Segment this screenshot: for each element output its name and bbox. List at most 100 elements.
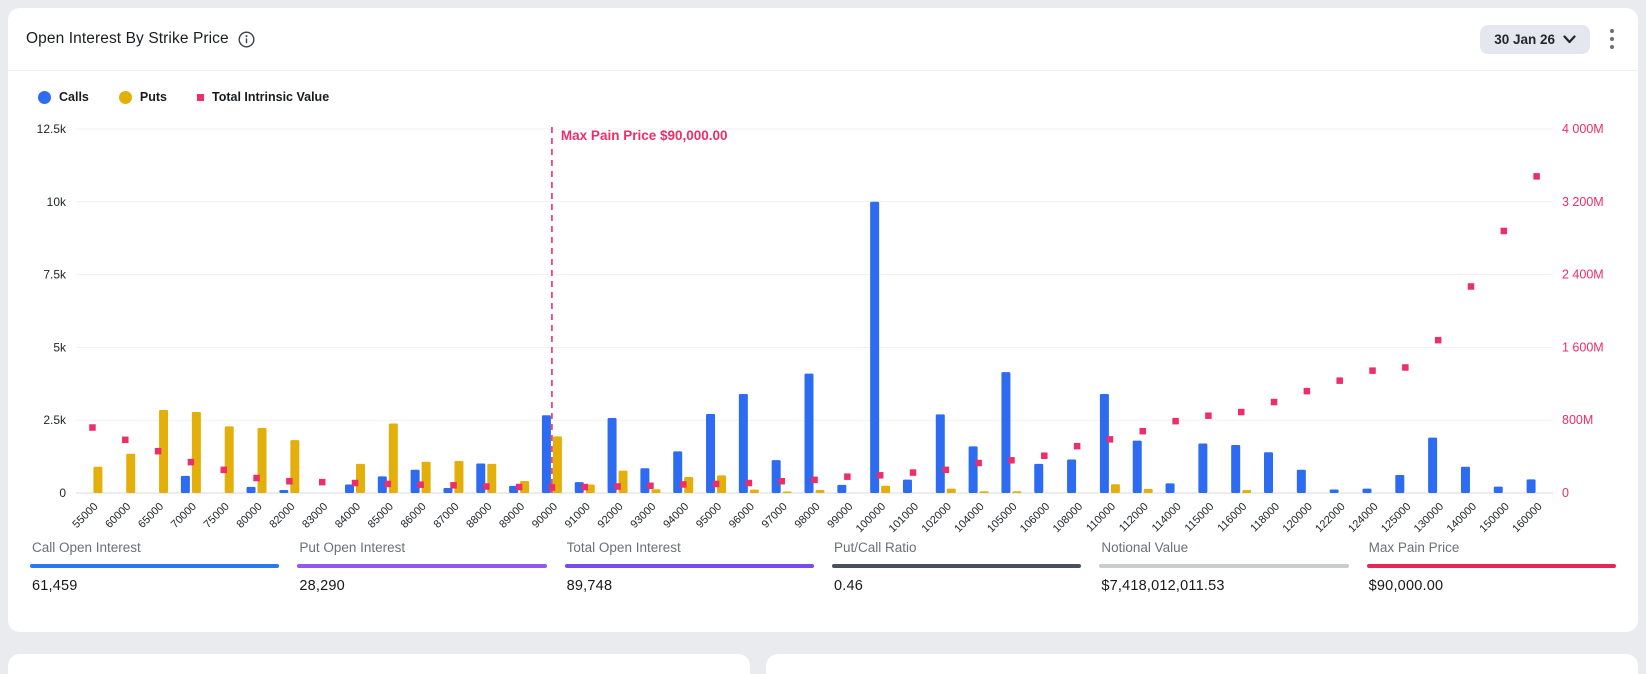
puts-bar[interactable] bbox=[651, 489, 661, 493]
intrinsic-value-point[interactable] bbox=[483, 483, 490, 490]
calls-bar[interactable] bbox=[279, 489, 289, 493]
calls-bar[interactable] bbox=[870, 201, 880, 494]
puts-bar[interactable] bbox=[552, 436, 562, 493]
intrinsic-value-point[interactable] bbox=[909, 469, 917, 476]
intrinsic-value-point[interactable] bbox=[351, 479, 359, 487]
intrinsic-value-point[interactable] bbox=[1041, 452, 1048, 459]
intrinsic-value-point[interactable] bbox=[1237, 408, 1245, 416]
intrinsic-value-point[interactable] bbox=[384, 480, 392, 488]
info-icon[interactable] bbox=[238, 31, 255, 48]
puts-bar[interactable] bbox=[684, 476, 694, 493]
calls-bar[interactable] bbox=[1362, 488, 1372, 493]
more-options-icon[interactable] bbox=[1604, 25, 1620, 53]
intrinsic-value-point[interactable] bbox=[89, 424, 96, 431]
calls-bar[interactable] bbox=[344, 484, 354, 493]
calls-bar[interactable] bbox=[1067, 459, 1077, 493]
puts-bar[interactable] bbox=[159, 410, 169, 493]
intrinsic-value-point[interactable] bbox=[286, 477, 293, 485]
puts-bar[interactable] bbox=[1012, 491, 1022, 493]
calls-bar[interactable] bbox=[607, 418, 617, 493]
calls-bar[interactable] bbox=[541, 415, 551, 493]
intrinsic-value-point[interactable] bbox=[187, 458, 195, 466]
calls-bar[interactable] bbox=[902, 479, 912, 493]
intrinsic-value-point[interactable] bbox=[844, 473, 851, 480]
puts-bar[interactable] bbox=[421, 461, 431, 493]
puts-bar[interactable] bbox=[388, 423, 398, 493]
calls-bar[interactable] bbox=[1296, 469, 1306, 493]
intrinsic-value-point[interactable] bbox=[745, 479, 753, 487]
puts-bar[interactable] bbox=[224, 426, 234, 493]
intrinsic-value-point[interactable] bbox=[122, 436, 129, 444]
intrinsic-value-point[interactable] bbox=[1434, 336, 1442, 344]
calls-bar[interactable] bbox=[476, 463, 486, 493]
calls-bar[interactable] bbox=[771, 460, 781, 493]
intrinsic-value-point[interactable] bbox=[417, 481, 424, 488]
calls-bar[interactable] bbox=[1460, 466, 1470, 493]
puts-bar[interactable] bbox=[881, 485, 891, 493]
calls-bar[interactable] bbox=[738, 393, 748, 493]
puts-bar[interactable] bbox=[1242, 490, 1252, 493]
puts-bar[interactable] bbox=[191, 412, 201, 493]
puts-bar[interactable] bbox=[749, 489, 759, 493]
calls-bar[interactable] bbox=[574, 482, 584, 493]
calls-bar[interactable] bbox=[837, 484, 847, 493]
calls-bar[interactable] bbox=[804, 373, 814, 493]
intrinsic-value-point[interactable] bbox=[614, 483, 621, 490]
intrinsic-value-point[interactable] bbox=[253, 474, 260, 482]
oi-strike-chart[interactable]: 0 0 2.5k 800M 5k 1 600M 7.5k 2 400M 10k 3 200M 12.… bbox=[8, 107, 1638, 537]
intrinsic-value-point[interactable] bbox=[1139, 427, 1147, 435]
calls-bar[interactable] bbox=[180, 475, 190, 493]
intrinsic-value-point[interactable] bbox=[1402, 364, 1409, 371]
intrinsic-value-point[interactable] bbox=[515, 483, 523, 491]
intrinsic-value-point[interactable] bbox=[1205, 412, 1212, 419]
calls-bar[interactable] bbox=[1526, 479, 1536, 493]
calls-bar[interactable] bbox=[673, 451, 683, 493]
calls-bar[interactable] bbox=[640, 468, 650, 493]
puts-bar[interactable] bbox=[979, 491, 989, 493]
intrinsic-value-point[interactable] bbox=[548, 484, 556, 491]
intrinsic-value-point[interactable] bbox=[975, 459, 982, 467]
intrinsic-value-point[interactable] bbox=[811, 476, 818, 484]
puts-bar[interactable] bbox=[815, 489, 825, 493]
expiry-dropdown[interactable]: 30 Jan 26 bbox=[1480, 24, 1590, 54]
calls-bar[interactable] bbox=[1395, 474, 1405, 493]
calls-bar[interactable] bbox=[1034, 463, 1044, 493]
calls-bar[interactable] bbox=[1231, 444, 1241, 493]
calls-bar[interactable] bbox=[1132, 440, 1142, 493]
calls-bar[interactable] bbox=[1264, 452, 1274, 493]
calls-bar[interactable] bbox=[935, 414, 945, 493]
calls-bar[interactable] bbox=[1165, 483, 1175, 493]
puts-bar[interactable] bbox=[126, 453, 136, 493]
legend-item-intrinsic[interactable]: Total Intrinsic Value bbox=[196, 90, 329, 104]
intrinsic-value-point[interactable] bbox=[1106, 436, 1114, 443]
puts-bar[interactable] bbox=[290, 440, 300, 493]
intrinsic-value-point[interactable] bbox=[1270, 398, 1278, 406]
legend-item-calls[interactable]: Calls bbox=[38, 90, 89, 104]
intrinsic-value-point[interactable] bbox=[942, 466, 950, 474]
intrinsic-value-point[interactable] bbox=[778, 477, 785, 485]
intrinsic-value-point[interactable] bbox=[1336, 377, 1343, 384]
calls-bar[interactable] bbox=[509, 485, 519, 493]
calls-bar[interactable] bbox=[1493, 486, 1503, 493]
intrinsic-value-point[interactable] bbox=[1008, 457, 1015, 464]
intrinsic-value-point[interactable] bbox=[318, 478, 326, 486]
calls-bar[interactable] bbox=[410, 469, 420, 493]
intrinsic-value-point[interactable] bbox=[581, 483, 589, 491]
calls-bar[interactable] bbox=[706, 413, 716, 493]
puts-bar[interactable] bbox=[782, 491, 792, 493]
puts-bar[interactable] bbox=[355, 463, 365, 493]
intrinsic-value-point[interactable] bbox=[1467, 283, 1475, 290]
puts-bar[interactable] bbox=[1143, 488, 1153, 493]
intrinsic-value-point[interactable] bbox=[220, 466, 228, 474]
intrinsic-value-point[interactable] bbox=[1369, 367, 1376, 374]
intrinsic-value-point[interactable] bbox=[1172, 417, 1179, 425]
calls-bar[interactable] bbox=[1099, 393, 1109, 493]
calls-bar[interactable] bbox=[443, 488, 453, 493]
intrinsic-value-point[interactable] bbox=[647, 482, 654, 490]
calls-bar[interactable] bbox=[1428, 437, 1438, 493]
intrinsic-value-point[interactable] bbox=[876, 472, 884, 479]
legend-item-puts[interactable]: Puts bbox=[118, 90, 167, 104]
calls-bar[interactable] bbox=[1198, 443, 1208, 493]
puts-bar[interactable] bbox=[257, 428, 267, 493]
intrinsic-value-point[interactable] bbox=[450, 482, 457, 489]
